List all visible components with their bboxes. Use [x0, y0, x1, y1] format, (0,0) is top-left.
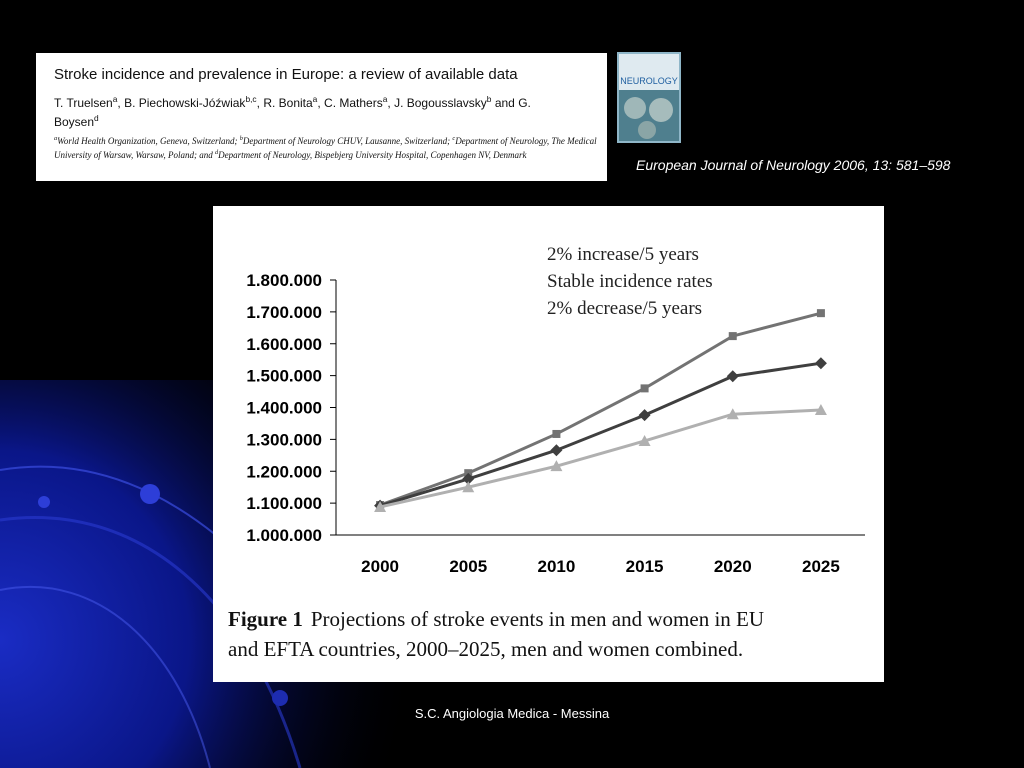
author-name: J. Bogousslavsky	[394, 96, 487, 110]
series-line	[379, 361, 822, 508]
data-point	[814, 357, 827, 370]
affiliation-list: aWorld Health Organization, Geneva, Swit…	[54, 133, 602, 161]
x-tick-label: 2005	[449, 557, 487, 576]
y-tick-label: 1.000.000	[246, 526, 322, 545]
y-tick-label: 1.100.000	[246, 494, 322, 513]
y-tick-label: 1.600.000	[246, 335, 322, 354]
legend-entry: 2% decrease/5 years	[547, 298, 702, 319]
y-tick-label: 1.400.000	[246, 399, 322, 418]
paper-title: Stroke incidence and prevalence in Europ…	[54, 66, 518, 83]
paper-header: Stroke incidence and prevalence in Europ…	[36, 53, 607, 181]
citation: European Journal of Neurology 2006, 13: …	[636, 157, 951, 173]
author-name: G. Boysen	[54, 96, 531, 129]
y-tick-label: 1.800.000	[246, 271, 322, 290]
author-sup: a	[112, 94, 118, 104]
legend-entry: 2% increase/5 years	[547, 244, 699, 265]
affiliation-text: Department of Neurology CHUV, Lausanne, …	[242, 136, 451, 146]
affiliation-sup: c	[452, 135, 456, 142]
data-point	[814, 404, 827, 416]
data-point	[816, 309, 825, 318]
data-point	[550, 460, 563, 472]
y-tick-label: 1.700.000	[246, 303, 322, 322]
figure-panel	[213, 206, 884, 682]
footer: S.C. Angiologia Medica - Messina	[414, 706, 610, 721]
author-list: T. Truelsena, B. Piechowski-Jóźwiakb,c, …	[54, 92, 574, 130]
journal-cover: NEUROLOGY	[617, 52, 681, 143]
affiliation-sup: d	[215, 149, 219, 156]
x-tick-label: 2000	[361, 557, 399, 576]
data-point	[728, 332, 737, 341]
figure-caption: Figure 1 Projections of stroke events in …	[228, 604, 878, 664]
data-point	[374, 500, 387, 512]
affiliation-text: Department of Neurology, Bispebjerg Univ…	[218, 150, 527, 160]
x-tick-label: 2025	[802, 557, 840, 576]
author-separator: ,	[387, 96, 391, 110]
author-separator: ,	[256, 96, 260, 110]
author-name: R. Bonita	[263, 96, 313, 110]
author-name: C. Mathers	[324, 96, 383, 110]
author-sup: b,c	[245, 94, 257, 104]
affiliation-text: World Health Organization, Geneva, Switz…	[57, 136, 238, 146]
y-tick-label: 1.500.000	[246, 367, 322, 386]
author-sup: a	[312, 94, 318, 104]
author-separator: and	[494, 96, 515, 110]
x-tick-label: 2020	[714, 557, 752, 576]
data-point	[726, 408, 739, 420]
series-line	[379, 408, 821, 509]
affiliation-text: Department of Neurology, The Medical Uni…	[54, 136, 597, 160]
author-separator: ,	[317, 96, 321, 110]
data-point	[462, 481, 475, 493]
author-name: B. Piechowski-Jóźwiak	[124, 96, 246, 110]
caption-text: and EFTA countries, 2000–2025, men and w…	[228, 637, 744, 661]
caption-text: Projections of stroke events in men and …	[310, 607, 765, 631]
y-tick-label: 1.300.000	[246, 430, 322, 449]
x-tick-label: 2010	[538, 557, 576, 576]
author-separator: ,	[117, 96, 121, 110]
data-point	[640, 384, 649, 393]
data-point	[462, 472, 475, 485]
legend-entry: Stable incidence rates	[547, 271, 713, 292]
data-point	[638, 434, 651, 446]
data-point	[726, 370, 739, 383]
affiliation-sup: b	[239, 135, 243, 142]
author-sup: a	[382, 94, 388, 104]
data-point	[552, 429, 561, 438]
data-point	[638, 409, 651, 422]
author-sup: b	[486, 94, 492, 104]
series-line	[379, 311, 822, 507]
affiliation-sup: a	[54, 135, 58, 142]
x-tick-label: 2015	[626, 557, 664, 576]
y-tick-label: 1.200.000	[246, 462, 322, 481]
caption-label: Figure 1	[228, 607, 303, 631]
data-point	[550, 444, 563, 457]
author-name: T. Truelsen	[54, 96, 113, 110]
author-sup: d	[94, 113, 99, 123]
cover-title: NEUROLOGY	[620, 76, 678, 86]
